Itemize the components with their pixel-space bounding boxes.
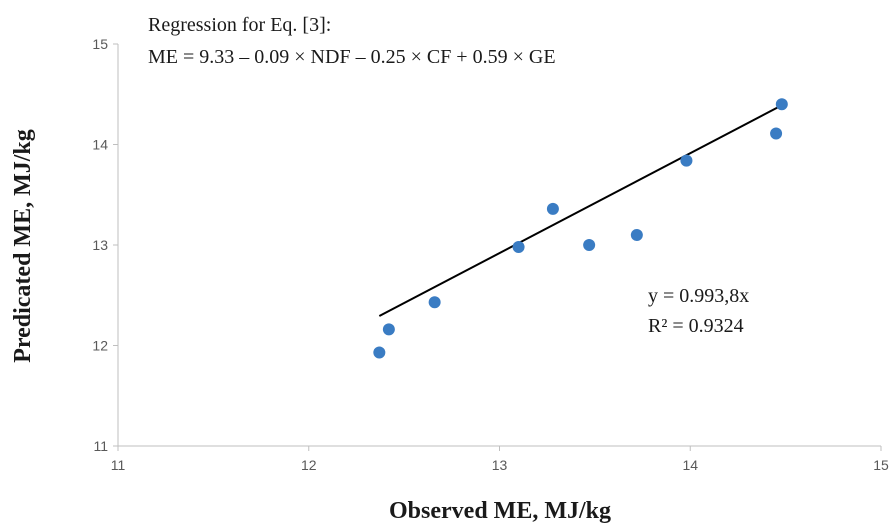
y-tick-label: 11 (93, 438, 108, 454)
regression-formula: ME = 9.33 – 0.09 × NDF – 0.25 × CF + 0.5… (148, 46, 556, 68)
data-point (373, 346, 386, 359)
x-tick-label: 15 (873, 457, 889, 473)
data-point (680, 154, 693, 167)
data-point (583, 239, 596, 251)
data-point (428, 296, 441, 309)
x-tick-label: 11 (111, 457, 126, 473)
x-tick-label: 14 (682, 457, 698, 473)
y-tick-label: 13 (92, 237, 108, 253)
y-tick-label: 12 (92, 338, 108, 354)
x-tick-label: 12 (301, 457, 317, 473)
y-tick-label: 14 (92, 137, 108, 153)
y-axis-title: Predicated ME, MJ/kg (10, 129, 36, 363)
x-tick-label: 13 (492, 457, 508, 473)
data-point (775, 98, 788, 111)
fit-equation: y = 0.993,8x (648, 285, 749, 307)
data-point (512, 241, 525, 254)
data-point (770, 127, 783, 140)
regression-title: Regression for Eq. [3]: (148, 14, 331, 36)
x-axis-ticks: 11 12 13 14 15 (111, 446, 889, 473)
plot-area: 11 12 13 14 15 11 12 13 14 15 (92, 36, 889, 473)
data-point (546, 202, 559, 215)
y-tick-label: 15 (92, 36, 108, 52)
trendline-layer (378, 104, 783, 317)
data-point (382, 323, 395, 336)
data-points (373, 98, 788, 359)
r-squared: R² = 0.9324 (648, 315, 744, 337)
axes (117, 44, 881, 447)
trendline (378, 104, 783, 317)
x-axis-title: Observed ME, MJ/kg (389, 498, 611, 524)
data-point (630, 228, 643, 241)
y-axis-ticks: 11 12 13 14 15 (92, 36, 118, 454)
